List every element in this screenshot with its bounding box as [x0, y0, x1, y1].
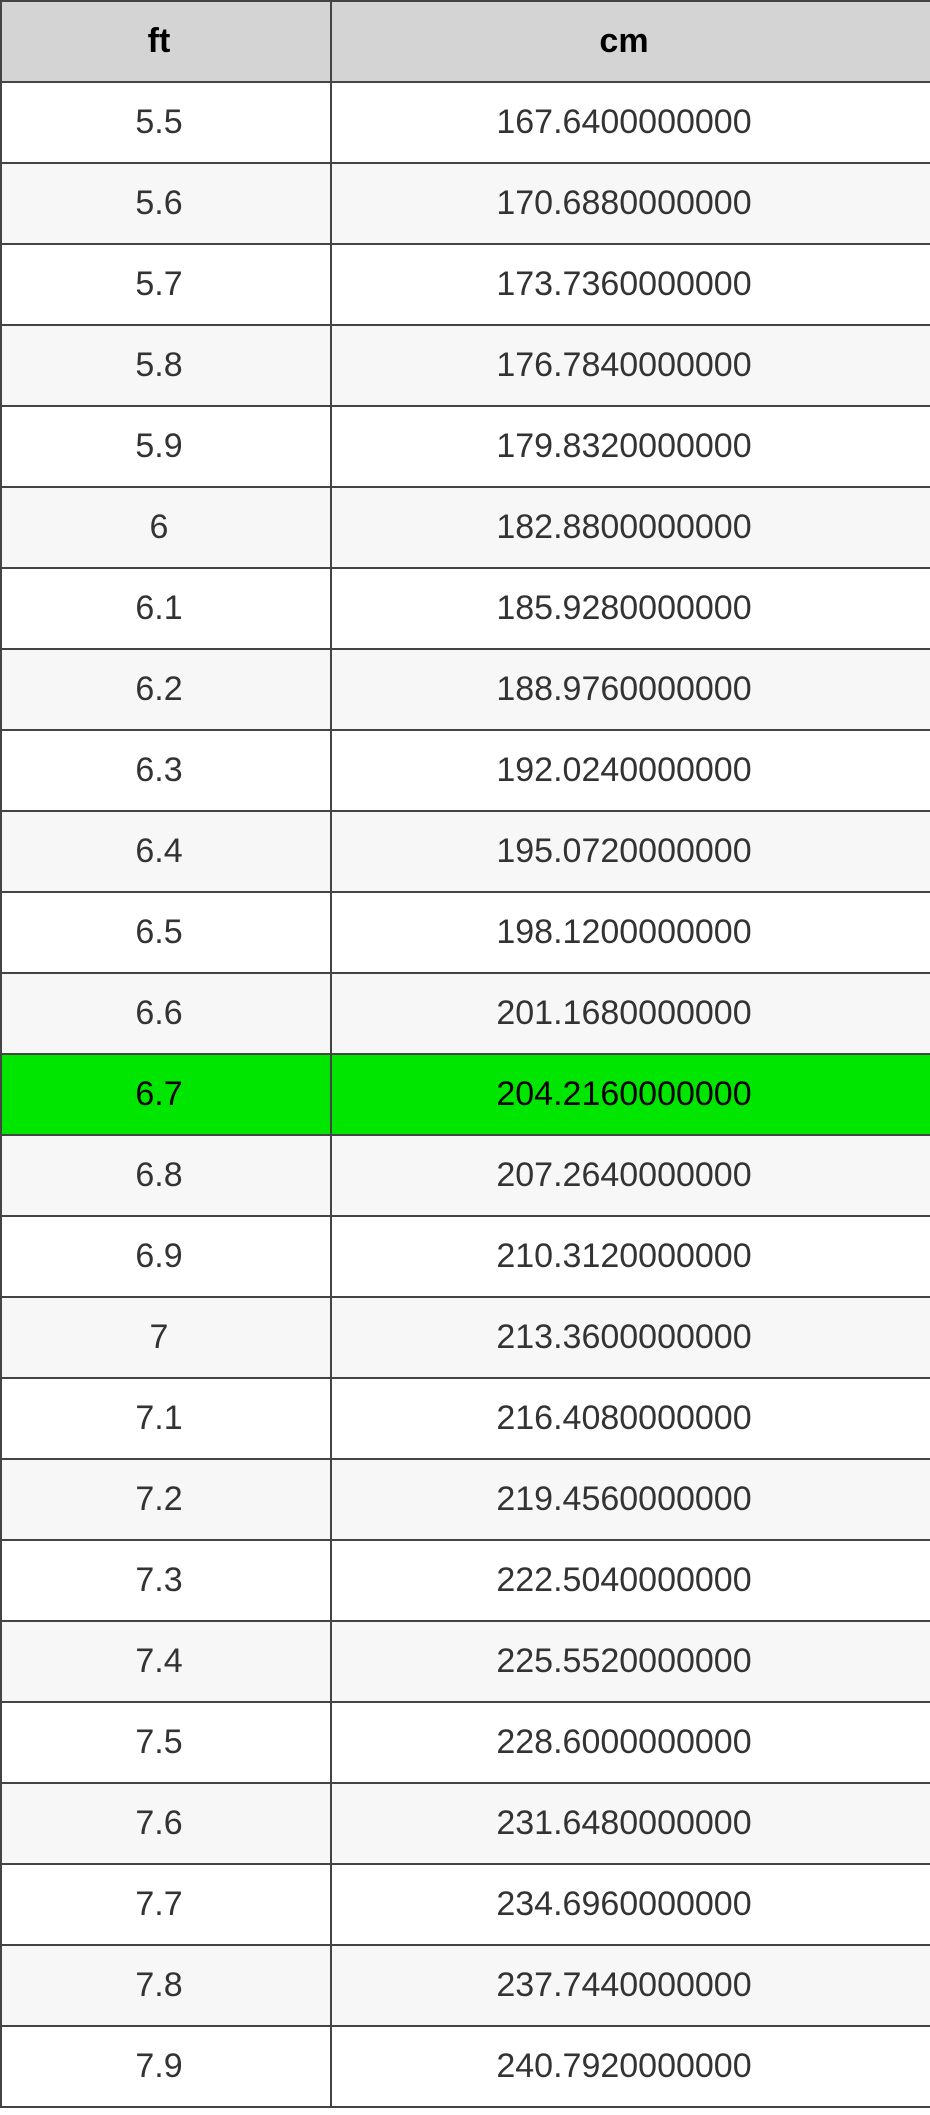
table-row: 7.8237.7440000000: [1, 1945, 930, 2026]
cell-ft: 7.8: [1, 1945, 331, 2026]
cell-cm: 192.0240000000: [331, 730, 930, 811]
table-row: 5.5167.6400000000: [1, 82, 930, 163]
cell-ft: 6.7: [1, 1054, 331, 1135]
cell-ft: 5.5: [1, 82, 331, 163]
table-row: 6.6201.1680000000: [1, 973, 930, 1054]
cell-cm: 213.3600000000: [331, 1297, 930, 1378]
cell-ft: 6.1: [1, 568, 331, 649]
cell-cm: 216.4080000000: [331, 1378, 930, 1459]
cell-cm: 240.7920000000: [331, 2026, 930, 2107]
cell-ft: 5.8: [1, 325, 331, 406]
cell-ft: 7.5: [1, 1702, 331, 1783]
table-row: 6.4195.0720000000: [1, 811, 930, 892]
table-row: 7.2219.4560000000: [1, 1459, 930, 1540]
table-row: 7.7234.6960000000: [1, 1864, 930, 1945]
cell-cm: 210.3120000000: [331, 1216, 930, 1297]
cell-ft: 5.7: [1, 244, 331, 325]
cell-cm: 222.5040000000: [331, 1540, 930, 1621]
table-header-row: ft cm: [1, 1, 930, 82]
column-header-ft: ft: [1, 1, 331, 82]
cell-cm: 225.5520000000: [331, 1621, 930, 1702]
cell-ft: 6: [1, 487, 331, 568]
table-row: 6.9210.3120000000: [1, 1216, 930, 1297]
table-row: 7.9240.7920000000: [1, 2026, 930, 2107]
table-row: 5.8176.7840000000: [1, 325, 930, 406]
cell-cm: 201.1680000000: [331, 973, 930, 1054]
conversion-table: ft cm 5.5167.64000000005.6170.6880000000…: [0, 0, 930, 2108]
cell-ft: 6.4: [1, 811, 331, 892]
table-row: 7.5228.6000000000: [1, 1702, 930, 1783]
column-header-cm: cm: [331, 1, 930, 82]
cell-cm: 207.2640000000: [331, 1135, 930, 1216]
table-row: 5.7173.7360000000: [1, 244, 930, 325]
table-row: 6.8207.2640000000: [1, 1135, 930, 1216]
cell-ft: 6.9: [1, 1216, 331, 1297]
cell-ft: 6.3: [1, 730, 331, 811]
cell-cm: 188.9760000000: [331, 649, 930, 730]
table-row: 7.4225.5520000000: [1, 1621, 930, 1702]
cell-cm: 182.8800000000: [331, 487, 930, 568]
cell-ft: 7.3: [1, 1540, 331, 1621]
cell-cm: 167.6400000000: [331, 82, 930, 163]
cell-cm: 204.2160000000: [331, 1054, 930, 1135]
table-row: 6.3192.0240000000: [1, 730, 930, 811]
table-row: 6.7204.2160000000: [1, 1054, 930, 1135]
cell-ft: 7.4: [1, 1621, 331, 1702]
table-row: 5.9179.8320000000: [1, 406, 930, 487]
cell-ft: 6.2: [1, 649, 331, 730]
table-row: 7213.3600000000: [1, 1297, 930, 1378]
table-row: 6182.8800000000: [1, 487, 930, 568]
cell-ft: 7.1: [1, 1378, 331, 1459]
cell-ft: 7.7: [1, 1864, 331, 1945]
cell-cm: 237.7440000000: [331, 1945, 930, 2026]
cell-cm: 228.6000000000: [331, 1702, 930, 1783]
cell-ft: 6.8: [1, 1135, 331, 1216]
cell-ft: 7: [1, 1297, 331, 1378]
cell-cm: 231.6480000000: [331, 1783, 930, 1864]
table-row: 5.6170.6880000000: [1, 163, 930, 244]
cell-cm: 185.9280000000: [331, 568, 930, 649]
cell-cm: 219.4560000000: [331, 1459, 930, 1540]
cell-ft: 5.9: [1, 406, 331, 487]
cell-cm: 179.8320000000: [331, 406, 930, 487]
table-row: 6.1185.9280000000: [1, 568, 930, 649]
cell-ft: 6.5: [1, 892, 331, 973]
table-row: 7.1216.4080000000: [1, 1378, 930, 1459]
cell-ft: 7.2: [1, 1459, 331, 1540]
cell-cm: 176.7840000000: [331, 325, 930, 406]
table-body: 5.5167.64000000005.6170.68800000005.7173…: [1, 82, 930, 2107]
table-row: 7.6231.6480000000: [1, 1783, 930, 1864]
cell-cm: 173.7360000000: [331, 244, 930, 325]
table-row: 6.5198.1200000000: [1, 892, 930, 973]
cell-ft: 5.6: [1, 163, 331, 244]
cell-ft: 6.6: [1, 973, 331, 1054]
table-row: 7.3222.5040000000: [1, 1540, 930, 1621]
cell-cm: 195.0720000000: [331, 811, 930, 892]
cell-ft: 7.9: [1, 2026, 331, 2107]
cell-cm: 170.6880000000: [331, 163, 930, 244]
cell-cm: 198.1200000000: [331, 892, 930, 973]
table-row: 6.2188.9760000000: [1, 649, 930, 730]
cell-ft: 7.6: [1, 1783, 331, 1864]
cell-cm: 234.6960000000: [331, 1864, 930, 1945]
